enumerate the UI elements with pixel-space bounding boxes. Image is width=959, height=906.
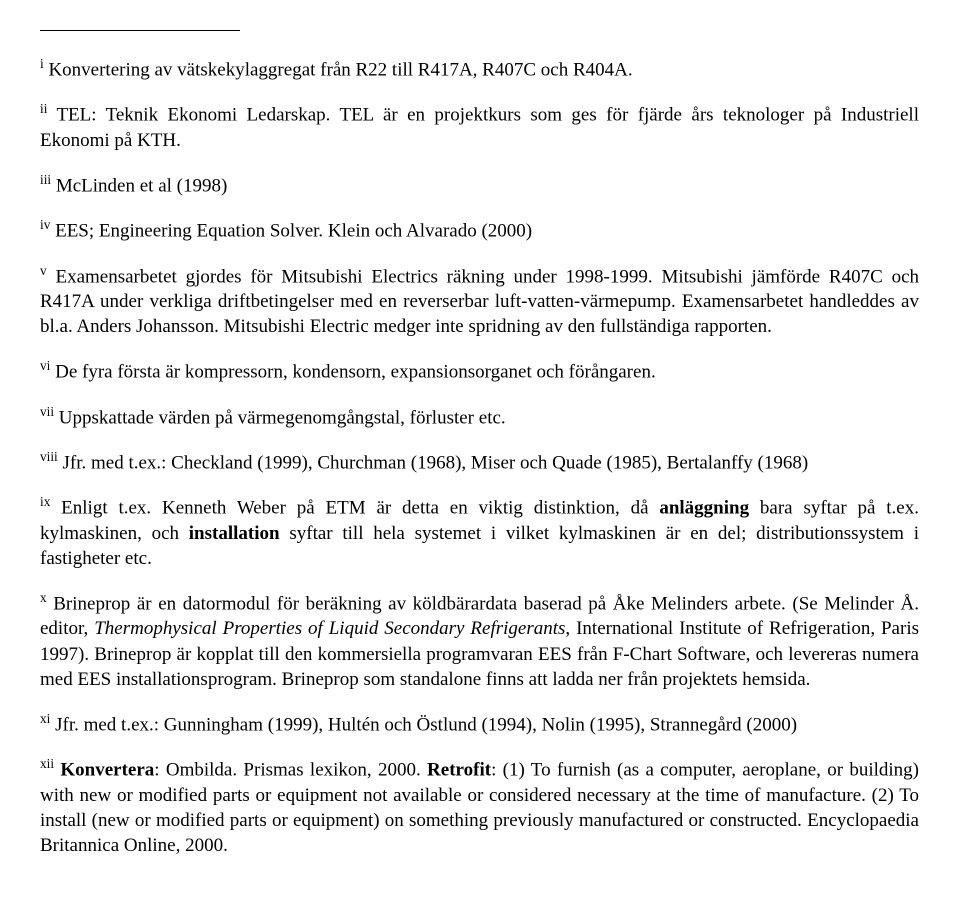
endnote-bold-term: Konvertera — [60, 759, 154, 780]
endnote-marker: i — [40, 56, 44, 71]
endnote-text: TEL: Teknik Ekonomi Ledarskap. TEL är en… — [40, 105, 919, 151]
endnote-iv: iv EES; Engineering Equation Solver. Kle… — [40, 216, 919, 243]
endnote-text: Examensarbetet gjordes för Mitsubishi El… — [40, 266, 919, 337]
endnote-xi: xi Jfr. med t.ex.: Gunningham (1999), Hu… — [40, 710, 919, 737]
endnote-marker: iv — [40, 217, 50, 232]
endnote-text: De fyra första är kompressorn, kondensor… — [55, 362, 656, 383]
endnote-bold-term: Retrofit — [427, 759, 491, 780]
endnote-marker: viii — [40, 449, 58, 464]
endnote-marker: v — [40, 263, 47, 278]
document-page: i Konvertering av vätskekylaggregat från… — [0, 0, 959, 906]
endnote-text: Uppskattade värden på värmegenomgångstal… — [59, 407, 506, 428]
endnote-text: EES; Engineering Equation Solver. Klein … — [55, 221, 532, 242]
endnote-marker: iii — [40, 172, 51, 187]
endnote-iii: iii McLinden et al (1998) — [40, 171, 919, 198]
endnote-marker: ii — [40, 101, 47, 116]
endnote-bold-term: anläggning — [659, 498, 749, 519]
endnote-bold-term: installation — [189, 523, 280, 544]
endnote-text: Jfr. med t.ex.: Checkland (1999), Church… — [62, 452, 808, 473]
endnote-text: McLinden et al (1998) — [56, 175, 227, 196]
endnote-marker: x — [40, 590, 47, 605]
endnote-ix: ix Enligt t.ex. Kenneth Weber på ETM är … — [40, 493, 919, 571]
endnote-marker: ix — [40, 494, 50, 509]
endnote-xii: xii Konvertera: Ombilda. Prismas lexikon… — [40, 755, 919, 858]
endnote-text: Konvertering av vätskekylaggregat från R… — [48, 59, 632, 80]
endnote-x: x Brineprop är en datormodul för beräkni… — [40, 589, 919, 692]
endnote-text: Jfr. med t.ex.: Gunningham (1999), Hulté… — [55, 714, 797, 735]
endnote-i: i Konvertering av vätskekylaggregat från… — [40, 55, 919, 82]
endnote-marker: xi — [40, 711, 50, 726]
endnote-ii: ii TEL: Teknik Ekonomi Ledarskap. TEL är… — [40, 100, 919, 152]
endnote-v: v Examensarbetet gjordes för Mitsubishi … — [40, 262, 919, 340]
endnote-text-segment: : Ombilda. Prismas lexikon, 2000. — [154, 759, 427, 780]
endnote-marker: vii — [40, 404, 54, 419]
endnote-viii: viii Jfr. med t.ex.: Checkland (1999), C… — [40, 448, 919, 475]
endnote-vi: vi De fyra första är kompressorn, konden… — [40, 357, 919, 384]
endnote-italic-title: Thermophysical Properties of Liquid Seco… — [94, 618, 565, 639]
endnote-vii: vii Uppskattade värden på värmegenomgång… — [40, 403, 919, 430]
endnote-marker: vi — [40, 358, 50, 373]
endnotes-separator — [40, 30, 240, 31]
endnote-marker: xii — [40, 756, 54, 771]
endnote-text-segment: Enligt t.ex. Kenneth Weber på ETM är det… — [61, 498, 659, 519]
